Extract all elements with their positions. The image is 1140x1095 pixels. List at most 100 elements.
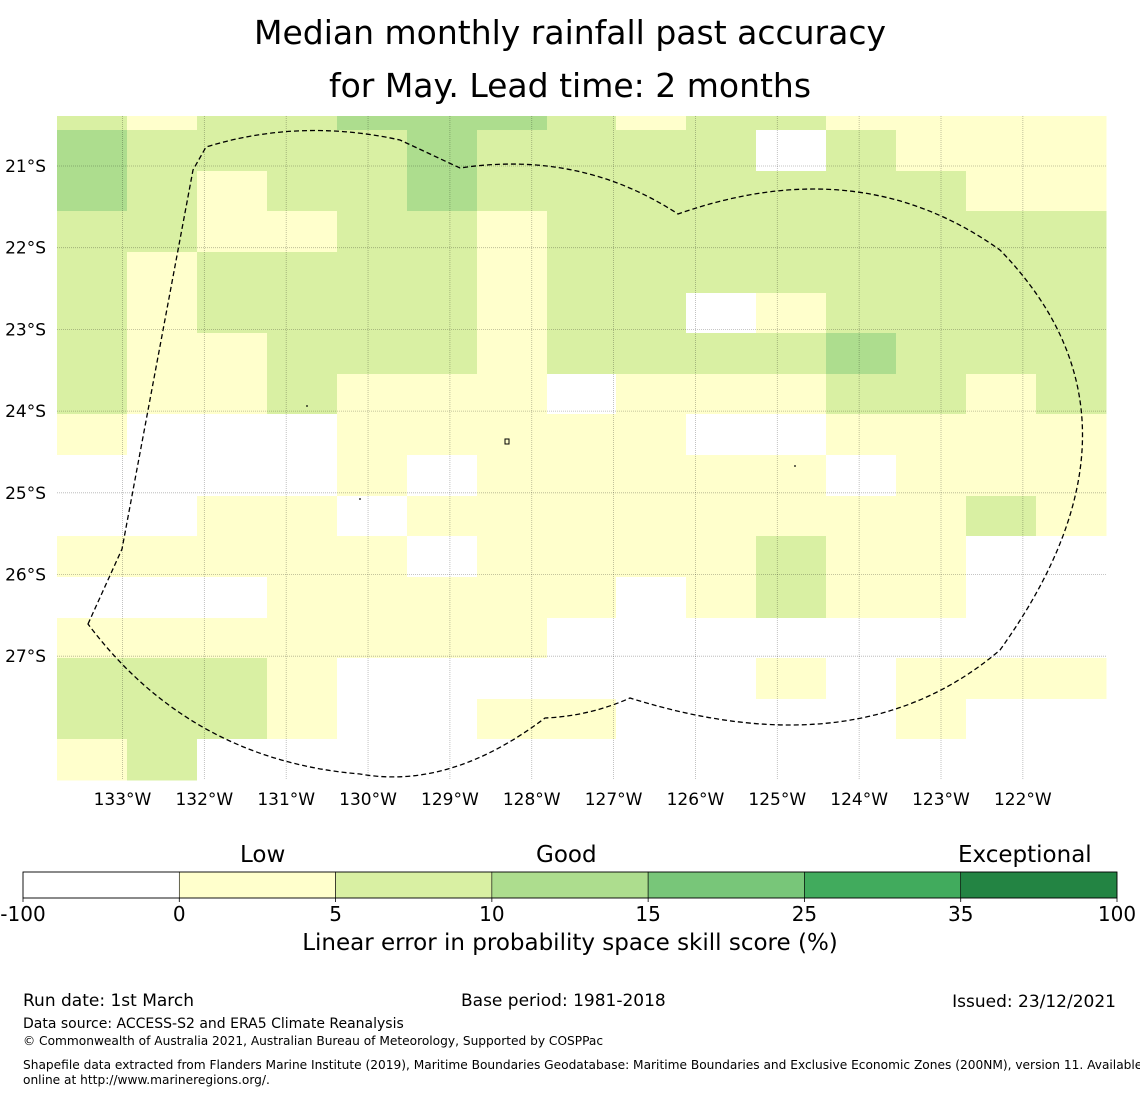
grid-cell — [616, 414, 687, 456]
grid-cell — [197, 699, 268, 740]
grid-cell — [267, 739, 338, 781]
grid-cell — [267, 333, 338, 375]
grid-cell — [127, 618, 198, 659]
grid-cell — [896, 374, 967, 415]
grid-cell — [756, 211, 827, 253]
latitude-tick-label: 26°S — [5, 566, 46, 586]
grid-cell — [127, 252, 198, 294]
grid-cell — [826, 414, 897, 456]
colorbar-tick-label: -100 — [0, 902, 45, 926]
grid-cell — [686, 658, 757, 700]
grid-cell — [616, 171, 687, 212]
grid-cell — [966, 293, 1037, 334]
colorbar-tick-label: 15 — [635, 902, 660, 926]
grid-cell — [896, 739, 967, 781]
grid-cell — [616, 211, 687, 253]
grid-cell — [547, 536, 617, 578]
grid-cell — [756, 658, 827, 700]
grid-cell — [896, 658, 967, 700]
colorbar-category-exceptional: Exceptional — [958, 842, 1092, 868]
grid-cell — [197, 455, 268, 497]
grid-cell — [1036, 414, 1107, 456]
grid-cell — [197, 414, 268, 456]
grid-cell — [477, 171, 548, 212]
grid-cell — [197, 211, 268, 253]
colorbar-frame — [22, 871, 1118, 899]
colorbar-segment — [178, 871, 336, 899]
longitude-tick-label: 129°W — [421, 790, 479, 810]
grid-cell — [966, 211, 1037, 253]
grid-cell — [826, 618, 897, 659]
grid-cell — [686, 577, 757, 619]
grid-cell — [197, 374, 268, 415]
grid-cell — [127, 739, 198, 781]
grid-cell — [547, 496, 617, 537]
grid-cell — [477, 211, 548, 253]
grid-cell — [686, 374, 757, 415]
grid-cell — [57, 293, 128, 334]
grid-cell — [756, 414, 827, 456]
colorbar-tick-labels: -100 0 5 10 15 25 35 100 — [0, 898, 1136, 926]
grid-cell — [616, 374, 687, 415]
grid-cell — [616, 116, 687, 131]
grid-cell — [966, 618, 1037, 659]
grid-cell — [127, 414, 198, 456]
grid-cell — [756, 455, 827, 497]
grid-cell — [267, 252, 338, 294]
grid-cell — [756, 171, 827, 212]
colorbar-segment — [804, 871, 962, 899]
grid-cell — [127, 211, 198, 253]
grid-cell — [686, 739, 757, 781]
grid-cell — [407, 739, 478, 781]
grid-cell — [896, 130, 967, 172]
grid-cell — [826, 699, 897, 740]
longitude-tick-label: 126°W — [667, 790, 725, 810]
grid-cell — [547, 374, 617, 415]
colorbar-title: Linear error in probability space skill … — [302, 930, 838, 956]
grid-cell — [966, 455, 1037, 497]
grid-cell — [686, 536, 757, 578]
grid-cell — [826, 211, 897, 253]
grid-cell — [407, 374, 478, 415]
grid-cell — [826, 252, 897, 294]
grid-cell — [966, 739, 1037, 781]
grid-cell — [477, 414, 548, 456]
grid-cell — [197, 739, 268, 781]
grid-cell — [267, 658, 338, 700]
grid-cell — [896, 577, 967, 619]
grid-cell — [337, 618, 408, 659]
grid-cell — [686, 333, 757, 375]
colorbar-segment — [491, 871, 649, 899]
grid-cell — [616, 496, 687, 537]
grid-cell — [896, 414, 967, 456]
grid-cell — [616, 293, 687, 334]
skill-grid-cells — [57, 116, 1107, 781]
longitude-tick-label: 124°W — [830, 790, 888, 810]
grid-cell — [197, 293, 268, 334]
grid-cell — [197, 333, 268, 375]
colorbar-tick-label: 100 — [1098, 902, 1136, 926]
grid-cell — [127, 171, 198, 212]
grid-cell — [267, 414, 338, 456]
grid-cell — [1036, 171, 1107, 212]
grid-cell — [686, 171, 757, 212]
latitude-tick-label: 21°S — [5, 157, 46, 177]
grid-cell — [477, 116, 548, 131]
grid-cell — [686, 618, 757, 659]
grid-cell — [127, 455, 198, 497]
grid-cell — [896, 536, 967, 578]
latitude-tick-label: 22°S — [5, 239, 46, 259]
grid-cell — [686, 130, 757, 172]
grid-cell — [966, 116, 1037, 131]
grid-cell — [127, 577, 198, 619]
grid-cell — [616, 455, 687, 497]
grid-cell — [826, 496, 897, 537]
grid-cell — [407, 577, 478, 619]
grid-cell — [267, 618, 338, 659]
grid-cell — [477, 252, 548, 294]
grid-cell — [896, 116, 967, 131]
grid-cell — [407, 618, 478, 659]
grid-cell — [756, 739, 827, 781]
grid-cell — [477, 577, 548, 619]
grid-cell — [686, 699, 757, 740]
